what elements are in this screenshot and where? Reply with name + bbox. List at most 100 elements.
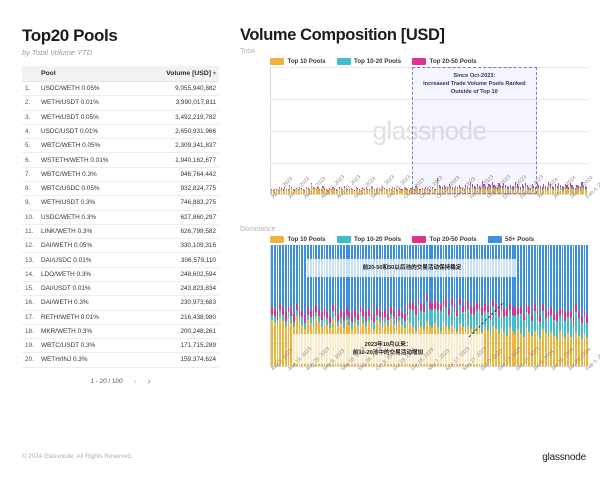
table-row[interactable]: 2. WETH/USDT 0.01% 3,990,017,811 — [22, 95, 219, 111]
dominance-bar[interactable] — [561, 245, 564, 366]
volume-bar[interactable] — [475, 187, 477, 194]
dominance-bar[interactable] — [381, 245, 384, 366]
dominance-bar[interactable] — [489, 245, 492, 366]
volume-bar[interactable] — [357, 188, 359, 194]
volume-bar[interactable] — [339, 187, 341, 194]
dominance-bar[interactable] — [273, 245, 276, 366]
volume-bar[interactable] — [586, 187, 588, 194]
volume-bar[interactable] — [486, 186, 488, 194]
table-row[interactable]: 20. WETH/INJ 0.3% 159,374,624 — [22, 352, 219, 368]
volume-bar[interactable] — [370, 185, 372, 194]
volume-bar[interactable] — [408, 189, 410, 194]
volume-bar[interactable] — [438, 184, 440, 194]
volume-bar[interactable] — [546, 186, 548, 194]
dominance-bar[interactable] — [450, 245, 453, 366]
legend-item[interactable]: 50+ Pools — [487, 236, 534, 243]
volume-bar[interactable] — [392, 187, 394, 194]
dominance-bar[interactable] — [517, 245, 520, 366]
volume-bar[interactable] — [533, 185, 535, 194]
table-row[interactable]: 19. WBTC/USDT 0.3% 171,715,289 — [22, 338, 219, 354]
volume-bar[interactable] — [470, 182, 472, 194]
dominance-bar[interactable] — [547, 245, 550, 366]
dominance-bar[interactable] — [522, 245, 525, 366]
volume-bar[interactable] — [362, 187, 364, 194]
dominance-bar[interactable] — [389, 245, 392, 366]
dominance-bar[interactable] — [528, 245, 531, 366]
volume-bar[interactable] — [277, 190, 279, 194]
volume-bar[interactable] — [342, 188, 344, 194]
dominance-bar[interactable] — [486, 245, 489, 366]
volume-bar[interactable] — [284, 187, 286, 194]
volume-bar[interactable] — [488, 183, 490, 194]
volume-bar[interactable] — [563, 187, 565, 194]
volume-bar[interactable] — [511, 186, 513, 194]
volume-bar[interactable] — [480, 186, 482, 194]
dominance-bar[interactable] — [472, 245, 475, 366]
volume-bar[interactable] — [505, 184, 507, 194]
volume-bar[interactable] — [329, 187, 331, 194]
volume-bar[interactable] — [531, 183, 533, 194]
volume-bar[interactable] — [385, 188, 387, 194]
volume-bar[interactable] — [309, 189, 311, 194]
volume-bar[interactable] — [299, 186, 301, 194]
dominance-bar[interactable] — [520, 245, 522, 366]
volume-bar[interactable] — [461, 187, 463, 194]
volume-bar[interactable] — [390, 188, 392, 194]
volume-bar[interactable] — [304, 189, 306, 194]
dominance-bar[interactable] — [315, 245, 318, 366]
dominance-bar[interactable] — [345, 245, 348, 366]
volume-bar[interactable] — [327, 189, 329, 194]
volume-bar[interactable] — [584, 186, 586, 194]
volume-bar[interactable] — [340, 188, 342, 194]
volume-bar[interactable] — [315, 188, 317, 194]
dominance-bar[interactable] — [282, 245, 284, 366]
dominance-bar[interactable] — [318, 245, 320, 366]
volume-bar[interactable] — [400, 188, 402, 194]
dominance-bar[interactable] — [403, 245, 406, 366]
volume-bar[interactable] — [576, 184, 578, 194]
volume-bar[interactable] — [501, 186, 503, 194]
table-row[interactable]: 8. WBTC/USDC 0.05% 932,824,775 — [22, 181, 219, 197]
dominance-bar[interactable] — [398, 245, 401, 366]
volume-bar[interactable] — [387, 189, 389, 194]
volume-bar[interactable] — [543, 184, 545, 194]
volume-bar[interactable] — [561, 186, 563, 194]
dominance-bar[interactable] — [354, 245, 356, 366]
volume-bar[interactable] — [383, 187, 385, 194]
volume-bar[interactable] — [520, 186, 522, 194]
table-row[interactable]: 16. DAI/WETH 0.3% 230,973,683 — [22, 295, 219, 311]
volume-bar[interactable] — [292, 188, 294, 194]
volume-bar[interactable] — [415, 186, 417, 194]
dominance-bar[interactable] — [287, 245, 290, 366]
volume-bar[interactable] — [539, 186, 541, 194]
volume-bar[interactable] — [445, 187, 447, 194]
volume-bar[interactable] — [441, 187, 444, 194]
volume-bar[interactable] — [566, 185, 568, 194]
volume-bar[interactable] — [388, 187, 390, 194]
dominance-bar[interactable] — [298, 245, 301, 366]
volume-bar[interactable] — [460, 186, 462, 194]
volume-bar[interactable] — [536, 182, 538, 194]
volume-bar[interactable] — [397, 189, 399, 194]
volume-bar[interactable] — [332, 186, 334, 194]
dominance-bar[interactable] — [495, 245, 497, 366]
dominance-bar[interactable] — [271, 245, 273, 366]
dominance-bar[interactable] — [580, 245, 583, 366]
volume-bar[interactable] — [420, 189, 422, 194]
volume-bar[interactable] — [272, 189, 274, 194]
volume-bar[interactable] — [549, 184, 551, 194]
dominance-bar[interactable] — [525, 245, 528, 366]
dominance-bar[interactable] — [550, 245, 553, 366]
volume-bar[interactable] — [581, 182, 583, 194]
volume-bar[interactable] — [456, 187, 458, 194]
dominance-bar[interactable] — [558, 245, 561, 366]
dominance-bar[interactable] — [279, 245, 282, 366]
dominance-bar[interactable] — [425, 245, 428, 366]
column-header-volume[interactable]: Volume [USD] ▾ — [140, 66, 219, 82]
volume-bar[interactable] — [410, 187, 412, 194]
dominance-bar[interactable] — [542, 245, 544, 366]
dominance-bar[interactable] — [276, 245, 279, 366]
dominance-bar[interactable] — [442, 245, 445, 366]
volume-bar[interactable] — [481, 181, 483, 194]
dominance-bar[interactable] — [334, 245, 337, 366]
